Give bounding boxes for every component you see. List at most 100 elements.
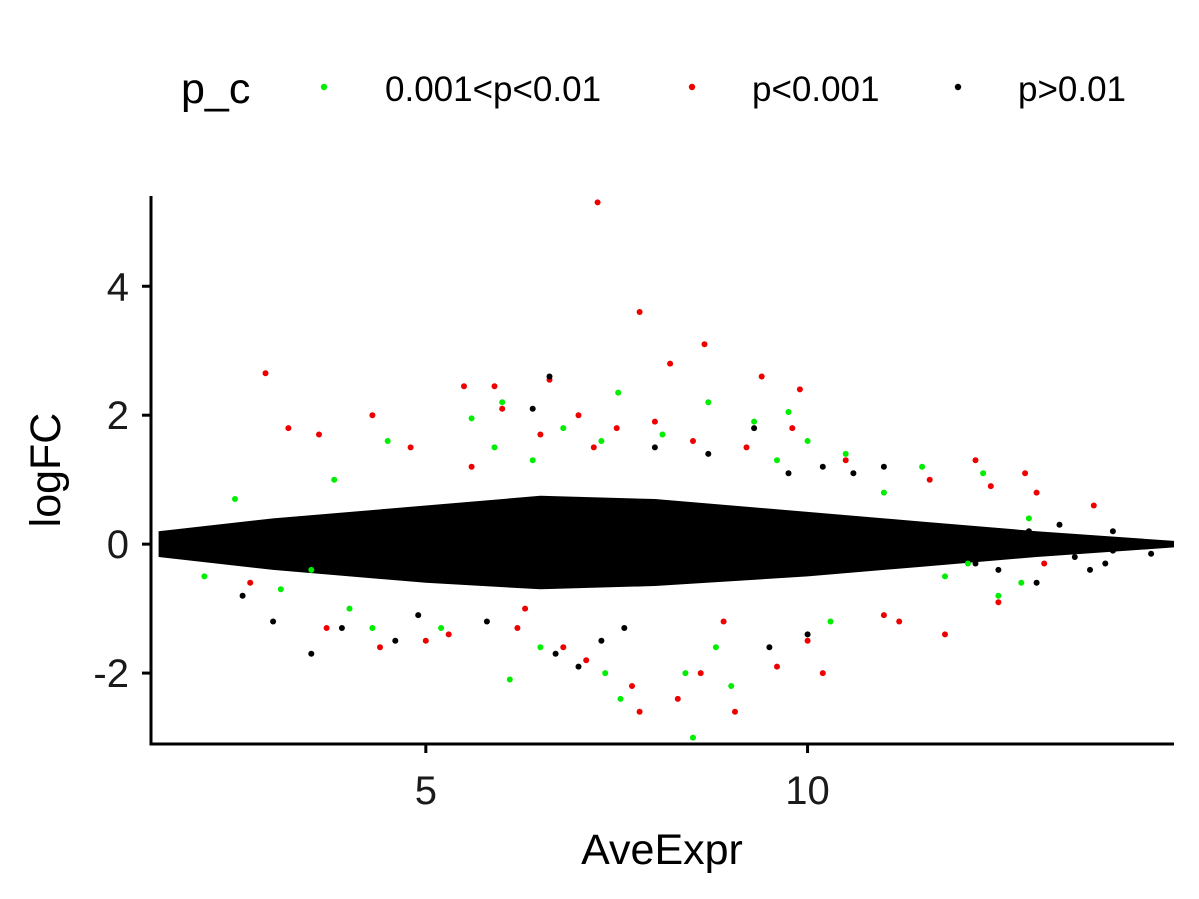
data-point <box>598 637 605 644</box>
data-point <box>1025 515 1032 522</box>
dense-band-shape <box>158 495 1175 590</box>
data-point <box>796 386 803 393</box>
data-point <box>789 425 796 432</box>
data-point <box>323 625 330 631</box>
data-point <box>728 683 735 689</box>
data-point <box>1109 528 1116 535</box>
data-point <box>880 463 887 470</box>
y-ticks: -2 0 2 4 <box>93 265 151 696</box>
legend-key-black-dot <box>954 83 962 91</box>
data-point <box>529 405 536 412</box>
data-point <box>546 373 553 380</box>
legend-label-1: 0.001<p<0.01 <box>385 70 601 109</box>
data-point <box>461 383 467 390</box>
data-point <box>598 438 605 444</box>
data-point <box>621 625 628 631</box>
x-tick-label: 5 <box>415 769 437 813</box>
data-point <box>774 663 780 670</box>
data-point <box>751 425 758 432</box>
data-point <box>377 644 383 651</box>
y-axis-title: logFC <box>22 413 70 528</box>
legend-label-3: p>0.01 <box>1018 70 1126 109</box>
dense-point-band <box>158 495 1175 590</box>
y-tick-label: 0 <box>107 523 129 567</box>
data-point <box>926 476 933 483</box>
data-point <box>201 573 208 580</box>
data-point <box>331 476 338 483</box>
data-point <box>1022 470 1029 477</box>
data-point <box>1025 528 1032 535</box>
data-point <box>942 573 948 580</box>
data-point <box>1148 550 1155 557</box>
data-point <box>1132 541 1139 548</box>
data-point <box>445 631 452 638</box>
data-point <box>491 383 498 390</box>
data-point <box>1041 560 1048 567</box>
data-point <box>346 605 353 612</box>
data-point <box>522 605 529 612</box>
data-point <box>995 599 1002 606</box>
data-point <box>247 579 254 586</box>
data-point <box>651 418 658 425</box>
data-point <box>338 625 345 631</box>
data-point <box>1056 521 1063 528</box>
data-point <box>560 644 567 651</box>
data-point <box>720 618 727 625</box>
data-point <box>483 618 490 625</box>
data-point <box>682 670 689 677</box>
data-point <box>701 341 708 348</box>
data-point <box>499 399 506 406</box>
legend-title: p_c <box>181 65 250 113</box>
data-point <box>980 470 987 477</box>
data-point <box>575 663 582 670</box>
data-point <box>629 683 635 689</box>
data-point <box>667 360 674 367</box>
data-point <box>499 405 506 412</box>
data-point <box>1033 579 1040 586</box>
x-tick-label: 10 <box>785 769 830 813</box>
data-point <box>537 644 544 651</box>
axes: -2 0 2 4 5 10 AveExpr logFC <box>22 196 1174 874</box>
data-point <box>506 676 513 683</box>
data-point <box>491 444 498 451</box>
data-point <box>468 463 475 470</box>
data-point <box>972 560 979 567</box>
data-point <box>392 637 399 644</box>
data-point <box>239 592 246 599</box>
data-point <box>1090 502 1097 509</box>
data-point <box>785 470 792 477</box>
x-ticks: 5 10 <box>415 744 830 813</box>
y-tick-label: 4 <box>107 265 129 309</box>
data-point <box>751 418 758 425</box>
data-point <box>308 566 315 573</box>
data-point <box>659 431 666 438</box>
data-point <box>651 444 658 451</box>
data-point <box>285 425 292 432</box>
data-point <box>785 409 792 415</box>
data-point <box>277 586 284 593</box>
y-tick-label: -2 <box>93 652 129 696</box>
data-point <box>896 618 903 625</box>
data-point <box>514 625 521 631</box>
data-point <box>804 438 811 444</box>
data-point <box>468 415 475 422</box>
data-point <box>804 631 811 638</box>
data-point <box>262 370 269 377</box>
data-point <box>617 695 624 702</box>
data-point <box>636 309 643 315</box>
data-point <box>705 399 712 406</box>
data-point <box>1071 554 1078 560</box>
legend-label-2: p<0.001 <box>752 70 880 109</box>
data-point <box>615 389 622 396</box>
data-point <box>270 618 277 625</box>
data-point <box>1102 560 1109 567</box>
data-point <box>232 496 238 502</box>
data-point <box>732 708 738 715</box>
data-point <box>690 734 696 741</box>
data-point <box>842 450 849 457</box>
data-point <box>712 644 719 651</box>
data-point <box>583 657 590 664</box>
data-point <box>674 695 681 702</box>
data-point <box>613 425 620 432</box>
